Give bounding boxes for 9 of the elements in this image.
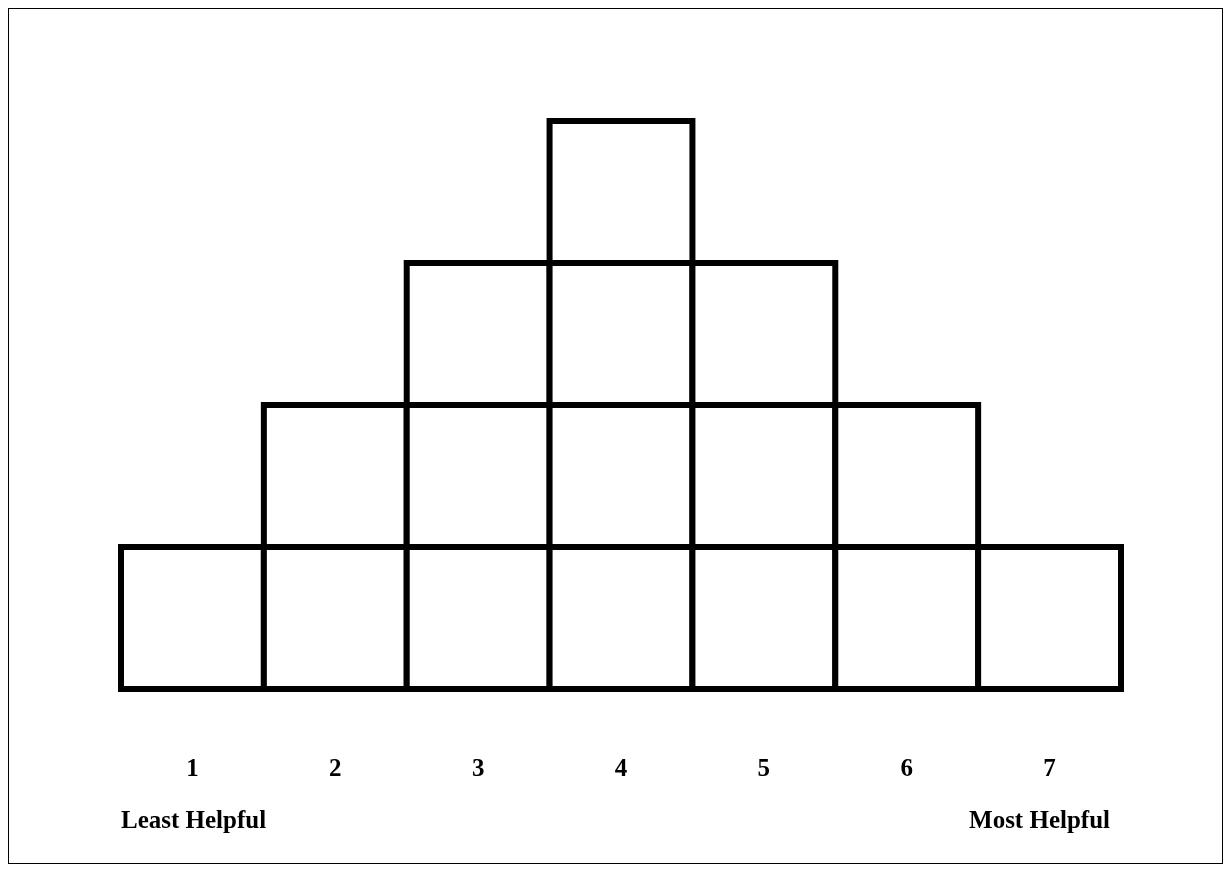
x-tick-label: 3 bbox=[471, 754, 485, 781]
text: Least Helpful bbox=[121, 806, 267, 833]
x-tick-label: 4 bbox=[614, 754, 628, 781]
x-tick-label: 2 bbox=[329, 754, 342, 781]
x-tick-label: 1 bbox=[186, 754, 199, 781]
x-tick-label: 6 bbox=[900, 754, 913, 781]
x-tick-label: 7 bbox=[1043, 754, 1056, 781]
x-tick-label: 5 bbox=[757, 754, 771, 781]
text: Most Helpful bbox=[969, 806, 1111, 833]
